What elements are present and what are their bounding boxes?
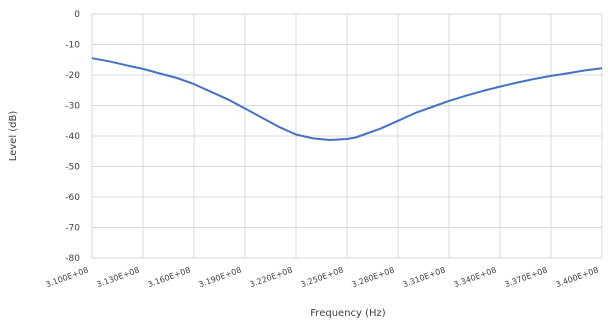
y-tick-label: -80 [65,254,80,264]
x-axis-title: Frequency (Hz) [310,308,386,319]
x-tick-label: 3.340E+08 [452,265,497,289]
x-tick-label: 3.220E+08 [248,265,293,289]
y-tick-label: 0 [74,10,80,20]
series-layer [91,57,603,141]
x-tick-label: 3.400E+08 [554,265,599,289]
x-tick-label: 3.130E+08 [95,265,140,289]
gridlines [91,13,603,259]
x-tick-label: 3.250E+08 [299,265,344,289]
x-axis-ticks: 3.100E+08 3.130E+08 3.160E+08 3.190E+08 3.22… [44,265,599,289]
x-tick-label: 3.370E+08 [503,265,548,289]
y-tick-label: -60 [65,193,80,203]
series-line [91,57,603,141]
x-tick-label: 3.100E+08 [44,265,89,289]
y-tick-label: -20 [65,71,80,81]
y-axis-title: Level (dB) [8,111,19,162]
x-tick-label: 3.190E+08 [197,265,242,289]
x-tick-label: 3.280E+08 [350,265,395,289]
y-tick-label: -50 [65,163,80,173]
y-tick-label: -40 [65,132,80,142]
x-tick-label: 3.160E+08 [146,265,191,289]
y-tick-label: -70 [65,224,80,234]
x-tick-label: 3.310E+08 [401,265,446,289]
y-tick-label: -10 [65,41,80,51]
y-tick-label: -30 [65,102,80,112]
y-axis-ticks: 0 -10 -20 -30 -40 -50 -60 -70 -80 [65,10,80,264]
